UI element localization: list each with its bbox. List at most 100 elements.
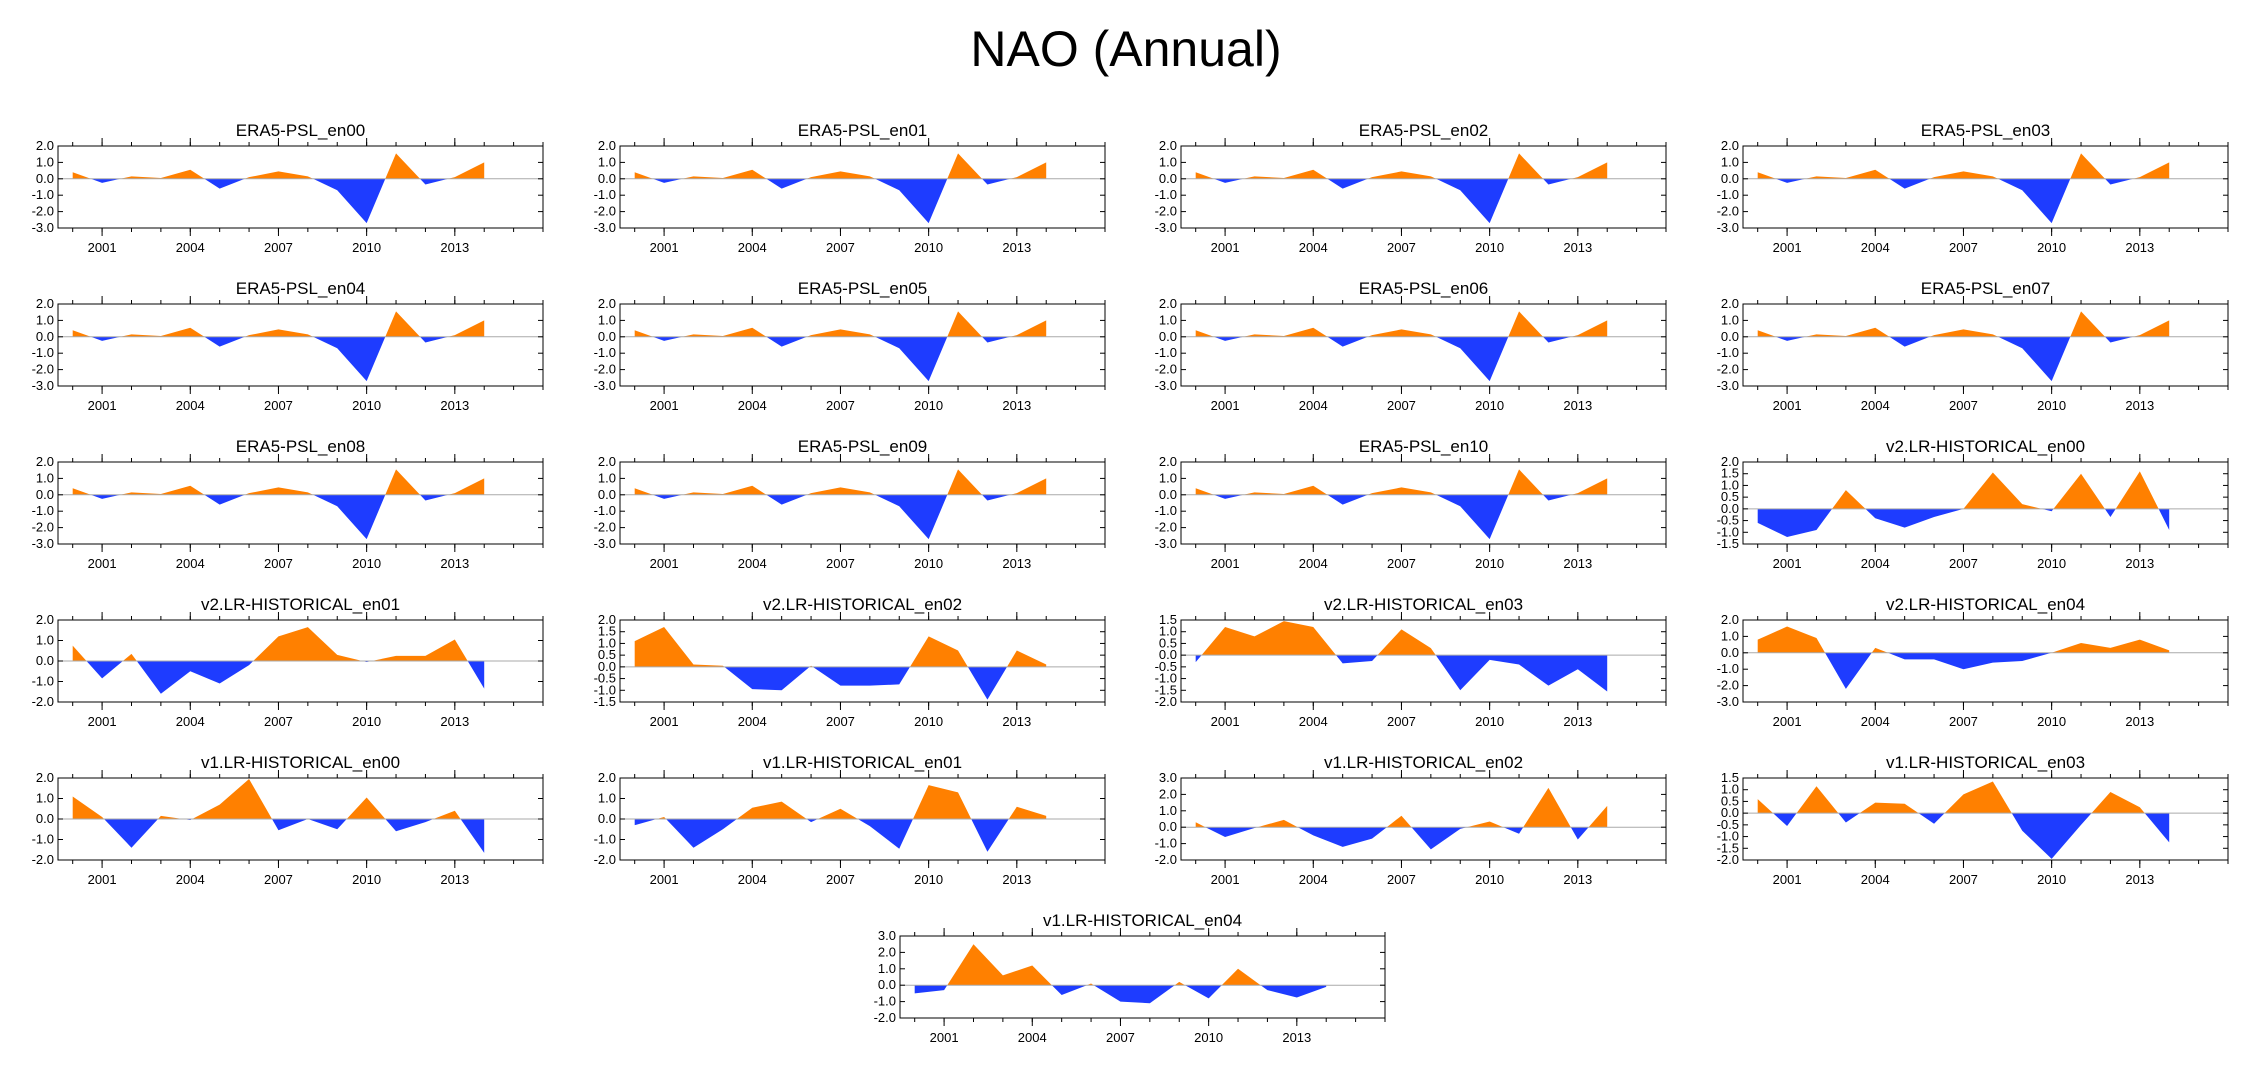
x-tick-label: 2010 <box>1475 714 1504 729</box>
y-tick-label: 1.5 <box>1721 466 1739 481</box>
x-tick-label: 2010 <box>1475 872 1504 887</box>
y-tick-label: -1.0 <box>32 345 54 360</box>
x-tick-label: 2007 <box>1387 556 1416 571</box>
panel-title: v2.LR-HISTORICAL_en00 <box>1886 437 2085 456</box>
y-tick-label: -1.0 <box>32 503 54 518</box>
y-tick-label: 0.0 <box>1721 805 1739 820</box>
chart-panel: v1.LR-HISTORICAL_en03 1.5 1.0 0.5 0.0 -0.5 -1.… <box>1693 750 2252 900</box>
y-tick-label: -1.0 <box>594 187 616 202</box>
chart-panel: ERA5-PSL_en10 2.0 1.0 0.0 -1.0 -2.0 -3.0 2001 20… <box>1131 434 1691 584</box>
x-tick-label: 2010 <box>352 240 381 255</box>
x-tick-label: 2004 <box>1018 1030 1047 1045</box>
panel-title: ERA5-PSL_en01 <box>798 121 927 140</box>
x-tick-label: 2004 <box>1861 398 1890 413</box>
positive-area <box>72 779 485 819</box>
positive-area <box>634 469 1047 495</box>
y-tick-label: 2.0 <box>36 612 54 627</box>
y-tick-label: 0.0 <box>1159 329 1177 344</box>
x-tick-label: 2010 <box>352 714 381 729</box>
y-tick-label: 1.0 <box>1721 477 1739 492</box>
x-tick-label: 2001 <box>1211 714 1240 729</box>
plot-frame <box>57 145 544 229</box>
plot-frame <box>1742 145 2229 229</box>
panel-title: ERA5-PSL_en06 <box>1359 279 1488 298</box>
x-tick-label: 2004 <box>1299 714 1328 729</box>
y-tick-label: -1.0 <box>1155 503 1177 518</box>
x-tick-label: 2007 <box>1949 714 1978 729</box>
y-tick-label: 2.0 <box>598 138 616 153</box>
y-tick-label: -1.0 <box>1155 345 1177 360</box>
positive-area <box>634 627 1047 667</box>
plot-frame <box>57 303 544 387</box>
y-tick-label: -3.0 <box>1717 694 1739 709</box>
chart-svg: v1.LR-HISTORICAL_en00 2.0 1.0 0.0 -1.0 -2.0 20… <box>32 753 544 887</box>
x-tick-label: 2013 <box>2125 240 2154 255</box>
x-tick-label: 2013 <box>440 556 469 571</box>
plot-frame <box>619 303 1106 387</box>
x-tick-label: 2013 <box>440 872 469 887</box>
y-tick-label: -2.0 <box>594 204 616 219</box>
positive-area <box>1757 311 2170 337</box>
chart-panel: ERA5-PSL_en06 2.0 1.0 0.0 -1.0 -2.0 -3.0 2001 20… <box>1131 276 1691 426</box>
y-tick-label: -1.5 <box>1717 536 1739 551</box>
x-tick-label: 2007 <box>826 398 855 413</box>
y-tick-label: 2.0 <box>598 454 616 469</box>
chart-svg: v1.LR-HISTORICAL_en01 2.0 1.0 0.0 -1.0 -2.0 20… <box>594 753 1106 887</box>
negative-area <box>634 819 1047 852</box>
y-tick-label: 2.0 <box>36 138 54 153</box>
y-tick-label: -1.0 <box>32 674 54 689</box>
negative-area <box>72 494 485 540</box>
y-tick-label: 0.0 <box>598 171 616 186</box>
negative-area <box>1757 508 2170 537</box>
x-tick-label: 2001 <box>650 240 679 255</box>
y-tick-label: 1.0 <box>878 961 896 976</box>
y-tick-label: -1.0 <box>1155 836 1177 851</box>
x-tick-label: 2004 <box>176 556 205 571</box>
x-tick-label: 2001 <box>1773 872 1802 887</box>
y-tick-label: -3.0 <box>1717 220 1739 235</box>
y-tick-label: -1.0 <box>1717 829 1739 844</box>
x-tick-label: 2007 <box>1387 398 1416 413</box>
y-tick-label: 1.0 <box>36 312 54 327</box>
x-tick-label: 2010 <box>1194 1030 1223 1045</box>
x-tick-label: 2007 <box>1949 398 1978 413</box>
y-tick-label: 2.0 <box>1721 612 1739 627</box>
panel-title: ERA5-PSL_en04 <box>236 279 365 298</box>
chart-svg: v2.LR-HISTORICAL_en02 2.01.51.00.50.0-0.5… <box>594 595 1106 729</box>
y-tick-label: 0.0 <box>36 171 54 186</box>
x-tick-label: 2010 <box>352 398 381 413</box>
y-tick-label: 0.0 <box>598 659 616 674</box>
x-tick-label: 2007 <box>826 872 855 887</box>
chart-panel: ERA5-PSL_en04 2.0 1.0 0.0 -1.0 -2.0 -3.0 2001 20… <box>8 276 568 426</box>
y-tick-label: 2.0 <box>598 296 616 311</box>
chart-svg: ERA5-PSL_en03 2.01.0 0.0-1.0 -2.0-3.0 2001 20… <box>1717 121 2229 255</box>
y-tick-label: -1.5 <box>1155 682 1177 697</box>
panel-title: ERA5-PSL_en02 <box>1359 121 1488 140</box>
y-tick-label: -1.0 <box>1717 661 1739 676</box>
y-tick-label: -1.0 <box>594 682 616 697</box>
x-tick-label: 2007 <box>264 872 293 887</box>
y-tick-label: 2.0 <box>1159 786 1177 801</box>
y-tick-label: -1.5 <box>594 694 616 709</box>
y-tick-label: -1.0 <box>32 187 54 202</box>
negative-area <box>72 661 485 694</box>
x-tick-label: 2001 <box>650 398 679 413</box>
y-tick-label: 0.0 <box>598 811 616 826</box>
positive-area <box>72 627 485 661</box>
x-tick-label: 2001 <box>650 714 679 729</box>
y-tick-label: 0.0 <box>1159 647 1177 662</box>
positive-area <box>914 944 1327 986</box>
y-tick-label: 2.0 <box>1159 454 1177 469</box>
y-tick-label: 2.0 <box>598 770 616 785</box>
y-tick-label: -3.0 <box>1717 378 1739 393</box>
x-tick-label: 2013 <box>2125 398 2154 413</box>
x-tick-label: 2010 <box>1475 556 1504 571</box>
panel-title: ERA5-PSL_en07 <box>1921 279 2050 298</box>
x-tick-label: 2013 <box>1002 872 1031 887</box>
y-tick-label: -3.0 <box>32 220 54 235</box>
y-tick-label: 1.0 <box>1721 154 1739 169</box>
positive-area <box>1757 626 2170 653</box>
panel-title: ERA5-PSL_en03 <box>1921 121 2050 140</box>
x-tick-label: 2001 <box>1773 714 1802 729</box>
y-tick-label: 2.0 <box>598 612 616 627</box>
